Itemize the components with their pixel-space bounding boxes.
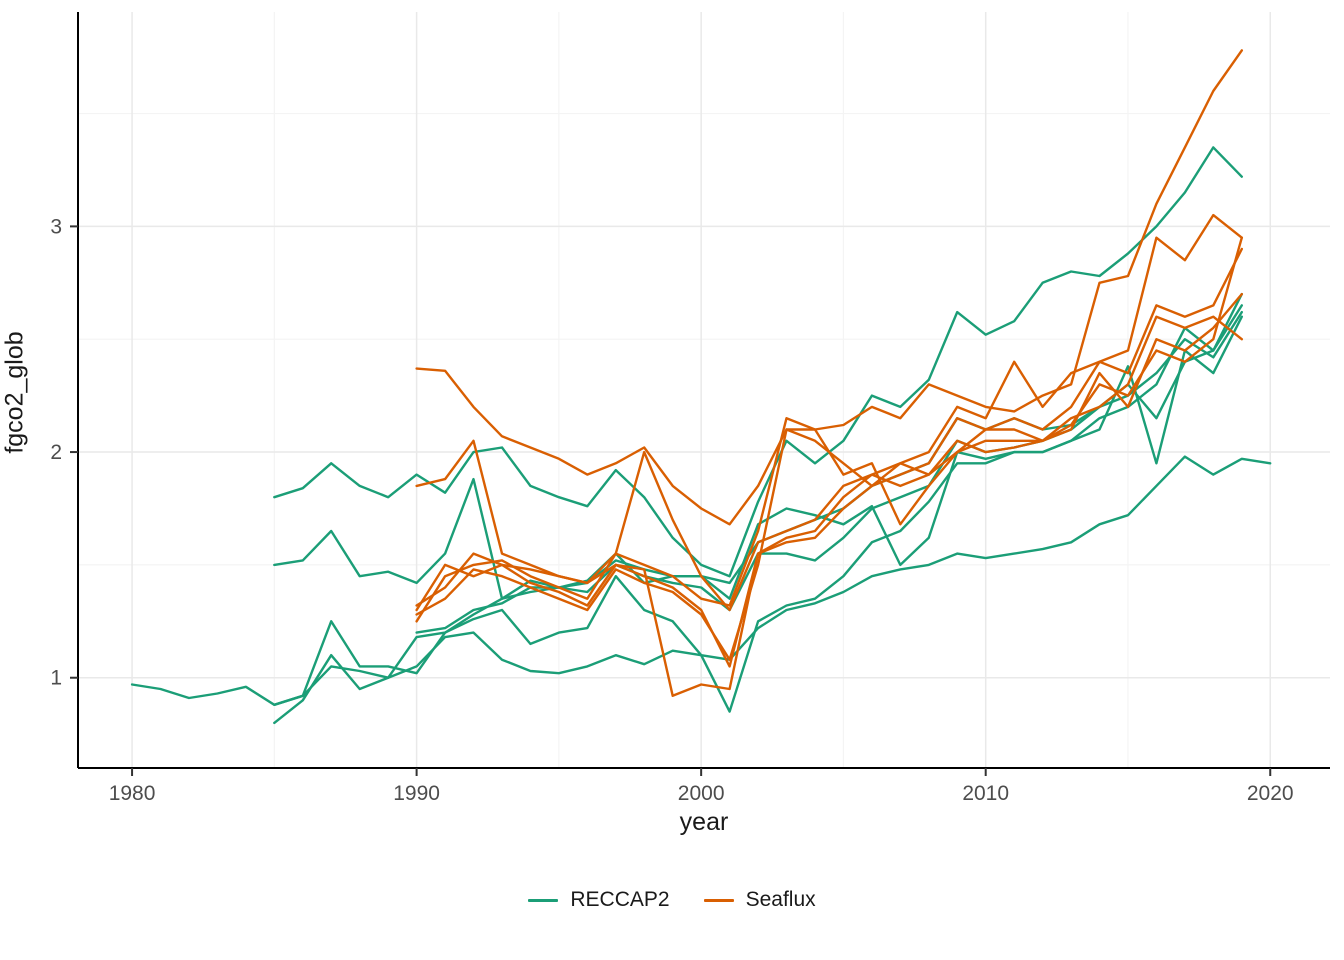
x-tick-label: 2000 <box>678 782 725 800</box>
series-reccap2-5 <box>273 310 1244 725</box>
legend-item-seaflux: Seaflux <box>703 888 816 912</box>
series-seaflux-6 <box>415 247 1244 661</box>
series-reccap2-2 <box>273 146 1244 578</box>
line-chart-canvas: 1980 1990 2000 2010 2020 1 2 3 <box>50 12 1330 800</box>
x-tick-label: 2020 <box>1247 782 1294 800</box>
x-tick-label: 2010 <box>962 782 1009 800</box>
series-seaflux-5 <box>415 236 1244 668</box>
y-tick-label: 3 <box>50 215 62 238</box>
x-axis-title: year <box>679 808 729 836</box>
series-reccap2-4 <box>273 304 1244 713</box>
legend-item-reccap2: RECCAP2 <box>528 888 670 912</box>
y-axis-title: fgco2_glob <box>0 331 29 454</box>
y-tick-label: 2 <box>50 441 62 464</box>
series-seaflux-2 <box>415 213 1244 612</box>
series-seaflux-3 <box>415 315 1244 697</box>
series-reccap2-3 <box>273 315 1244 600</box>
y-tick-label: 1 <box>50 667 62 690</box>
series-seaflux-1 <box>415 49 1244 526</box>
series-reccap2-6 <box>415 292 1244 634</box>
legend-label-seaflux: Seaflux <box>745 888 816 911</box>
x-tick-label: 1980 <box>109 782 156 800</box>
legend-label-reccap2: RECCAP2 <box>570 888 670 911</box>
legend: RECCAP2 Seaflux <box>0 888 1344 912</box>
x-tick-label: 1990 <box>393 782 440 800</box>
reccap2-line-swatch <box>528 898 559 902</box>
seaflux-line-swatch <box>703 898 734 902</box>
